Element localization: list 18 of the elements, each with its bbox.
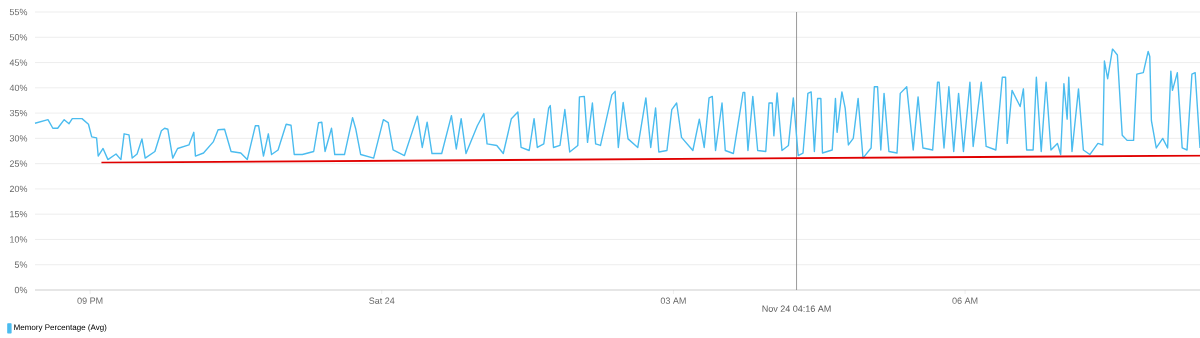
x-tick-label: 09 PM	[77, 297, 103, 304]
y-tick-label: 25%	[9, 160, 28, 167]
y-tick-label: 50%	[9, 34, 28, 41]
ref-line-label: Nov 24 04:16 AM	[762, 305, 831, 312]
x-tick-label: 06 AM	[952, 297, 978, 304]
y-tick-label: 15%	[10, 211, 28, 218]
y-tick-label: 0%	[14, 286, 28, 294]
y-tick-label: 30%	[9, 135, 28, 142]
y-tick-label: 5%	[14, 261, 28, 268]
y-tick-label: 20%	[9, 185, 28, 193]
y-tick-label: 45%	[9, 59, 28, 66]
x-tick-label: Sat 24	[369, 297, 395, 304]
y-tick-label: 55%	[9, 8, 28, 16]
x-tick-label: 03 AM	[660, 297, 686, 304]
legend-label: Memory Percentage (Avg)	[14, 324, 107, 332]
y-tick-label: 10%	[10, 236, 28, 243]
y-tick-label: 35%	[9, 109, 28, 117]
y-tick-label: 40%	[9, 84, 28, 92]
